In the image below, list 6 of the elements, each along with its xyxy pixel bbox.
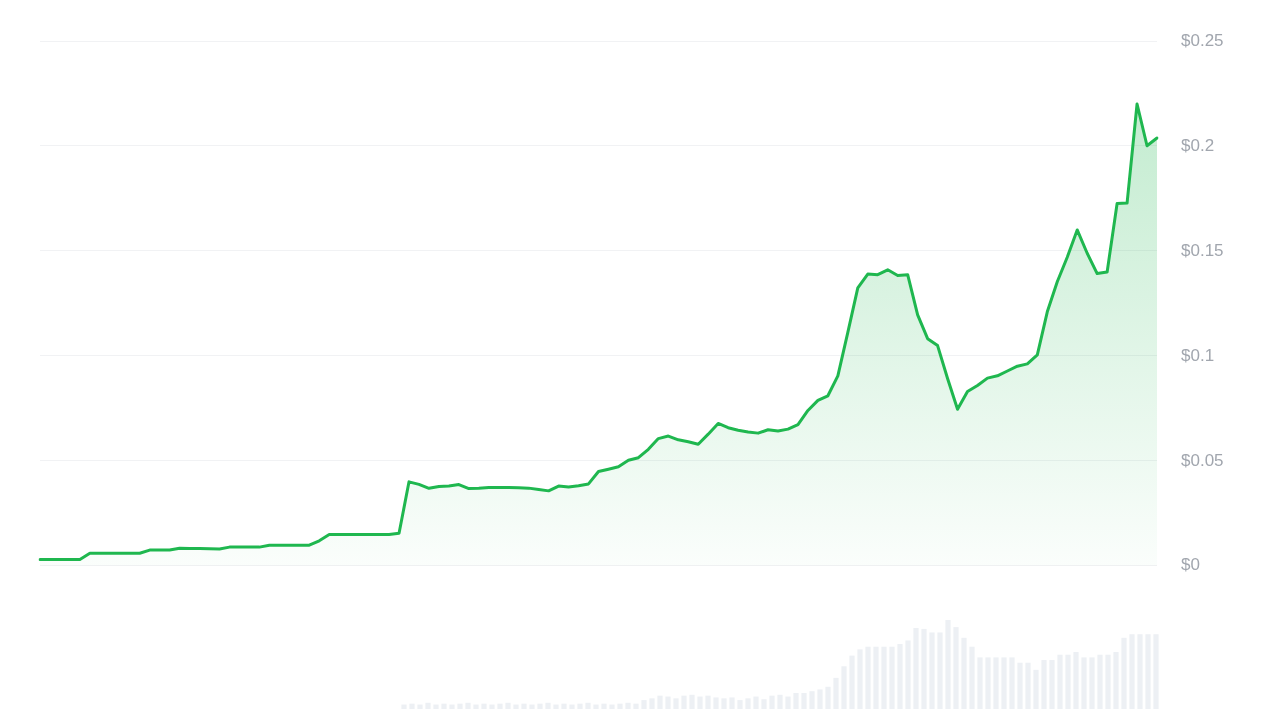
y-tick-label: $0.05	[1181, 450, 1224, 470]
y-tick-label: $0	[1181, 555, 1200, 575]
y-tick-label: $0.1	[1181, 345, 1215, 365]
y-tick-label: $0.2	[1181, 135, 1215, 155]
y-tick-label: $0.15	[1181, 240, 1224, 260]
y-tick-label: $0.25	[1181, 30, 1224, 50]
